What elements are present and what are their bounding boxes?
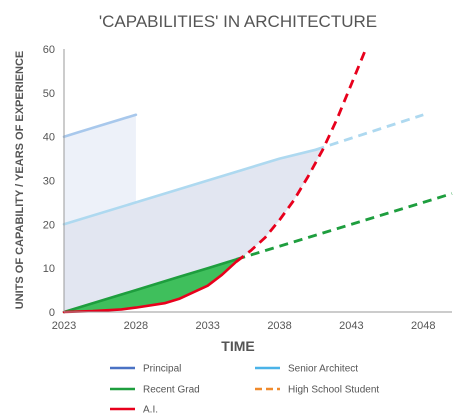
y-tick-label: 40 — [43, 132, 55, 144]
y-axis-title: UNITS OF CAPABILITY / YEARS OF EXPERIENC… — [14, 51, 26, 310]
series-line-recent-grad — [62, 258, 238, 314]
legend-item-principal: Principal — [110, 364, 181, 375]
senior-architect-area — [64, 149, 323, 312]
y-tick-label: 20 — [43, 219, 55, 231]
legend-label: Recent Grad — [143, 385, 200, 396]
legend-item-high-school-student: High School Student — [255, 385, 379, 396]
series-line-senior-architect — [62, 148, 317, 226]
x-tick-label: 2023 — [52, 320, 76, 332]
x-tick-label: 2038 — [267, 320, 291, 332]
y-tick-label: 10 — [43, 263, 55, 275]
x-tick-label: 2033 — [195, 320, 219, 332]
legend: Principal Senior Architect Recent Grad High… — [110, 364, 379, 416]
principal-area — [64, 114, 136, 225]
chart-title: 'CAPABILITIES' IN ARCHITECTURE — [99, 12, 377, 31]
legend-item-recent-grad: Recent Grad — [110, 385, 200, 396]
legend-item-senior-architect: Senior Architect — [255, 364, 358, 375]
series-line-a-i — [62, 260, 238, 314]
axes: 0 10 20 30 40 50 60 2023 2028 2033 2038 2043 2048 — [43, 44, 452, 332]
legend-label: High School Student — [288, 385, 379, 396]
series-lines — [62, 48, 453, 314]
legend-item-a-i: A.I. — [110, 405, 158, 416]
series-line-principal — [62, 113, 138, 138]
series-projection-senior-architect — [315, 113, 424, 152]
legend-label: Principal — [143, 364, 181, 375]
series-projection-recent-grad — [235, 192, 453, 261]
y-tick-label: 30 — [43, 176, 55, 188]
y-tick-label: 0 — [49, 307, 55, 319]
x-tick-label: 2048 — [411, 320, 435, 332]
y-tick-label: 50 — [43, 88, 55, 100]
legend-label: A.I. — [143, 405, 158, 416]
series-projection-a-i — [235, 48, 368, 263]
x-axis-title: TIME — [221, 338, 254, 354]
legend-label: Senior Architect — [288, 364, 358, 375]
x-tick-label: 2043 — [339, 320, 363, 332]
x-tick-label: 2028 — [124, 320, 148, 332]
y-tick-label: 60 — [43, 44, 55, 56]
